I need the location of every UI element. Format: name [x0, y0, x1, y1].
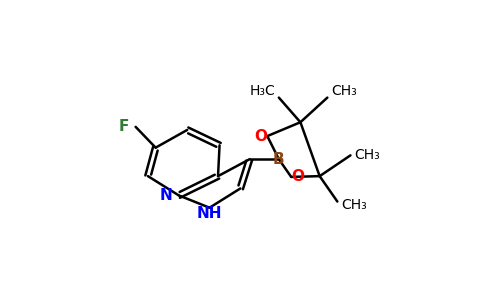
Text: O: O: [255, 129, 268, 144]
Text: CH₃: CH₃: [354, 148, 380, 162]
Text: CH₃: CH₃: [341, 198, 367, 212]
Text: O: O: [291, 169, 304, 184]
Text: H₃C: H₃C: [249, 84, 275, 98]
Text: F: F: [119, 119, 130, 134]
Text: N: N: [160, 188, 173, 203]
Text: CH₃: CH₃: [331, 84, 357, 98]
Text: B: B: [273, 152, 285, 167]
Text: NH: NH: [197, 206, 222, 221]
